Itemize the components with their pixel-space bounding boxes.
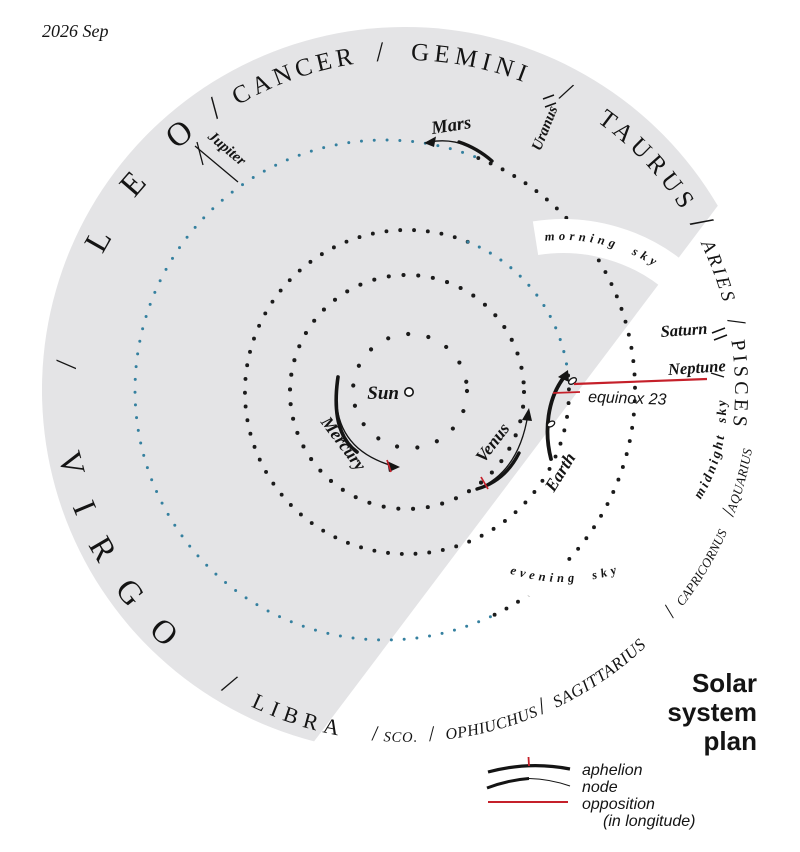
sun-group: Sun: [367, 383, 414, 404]
caption-line-1: Solar: [692, 668, 757, 698]
caption-line-2: system: [667, 697, 757, 727]
legend-aphelion-tick: [527, 756, 530, 767]
divider-pisces-aquarius: /: [0, 0, 4, 5]
date-label: 2026 Sep: [42, 21, 109, 41]
venus-aphelion-tick: [480, 476, 489, 490]
mercury-orbit-dots: [350, 331, 470, 451]
saturn-group: Saturn: [660, 319, 728, 341]
zodiac-aquarius: AQUARIUS: [723, 447, 755, 515]
equinox-label: equinox 23: [588, 389, 667, 409]
equinox-tick: [552, 391, 581, 394]
divider-virgo-leo: /: [50, 358, 84, 369]
zodiac-sagittarius: SAGITTARIUS: [550, 634, 650, 711]
jupiter-position-tick: [196, 141, 204, 166]
neptune-opposition-line: [573, 377, 708, 386]
legend-node-label: node: [582, 779, 618, 796]
zodiac-pisces: PISCES: [726, 338, 752, 431]
sun-symbol: [403, 386, 414, 397]
neptune-node-tick: [710, 372, 725, 378]
legend-node-arc-thin: [528, 777, 571, 787]
divider-ophiuchus-sco: /: [428, 721, 437, 746]
sun-label: Sun: [367, 383, 399, 404]
caption: Solar system plan: [667, 668, 757, 756]
mars-motion-arc-thick: [457, 140, 494, 163]
equinox-group: equinox 23: [552, 389, 667, 409]
earth-symbol-end: [546, 420, 556, 428]
zodiac-sco: SCO.: [383, 729, 418, 746]
legend-in-longitude-label: (in longitude): [603, 813, 696, 830]
mercury-motion-arc-thick: [334, 375, 359, 454]
earth-orbit-dots-black: [243, 228, 571, 556]
uranus-node-ticks: [542, 94, 557, 108]
day-sky-disk: [41, 26, 718, 742]
divider-cancer-gemini: /: [375, 37, 385, 69]
mars-arrowhead: [424, 136, 436, 147]
saturn-label: Saturn: [660, 319, 708, 341]
venus-arrowhead: [522, 408, 532, 421]
caption-line-3: plan: [704, 726, 757, 756]
legend: aphelion node opposition (in longitude): [486, 756, 696, 830]
earth-motion-arc: [545, 374, 567, 461]
divider-aries-pisces: /: [722, 315, 752, 329]
earth-label: Earth: [540, 449, 580, 496]
zodiac-ophiuchus: OPHIUCHUS: [444, 703, 540, 743]
divider-capricornus-sagittarius: /: [658, 600, 682, 621]
zodiac-aries: ARIES: [695, 235, 739, 306]
earth-arrowhead: [558, 370, 569, 382]
venus-motion-arc-thick: [475, 451, 521, 491]
legend-node-arc-thick: [486, 777, 530, 790]
legend-opposition-label: opposition: [582, 796, 655, 813]
saturn-node-ticks: [711, 327, 728, 341]
midnight-sky-label: midnight sky: [690, 397, 729, 501]
legend-aphelion-label: aphelion: [582, 762, 643, 779]
divider-sco-libra: /: [371, 720, 380, 746]
orbits: [133, 138, 637, 642]
zodiac-capricornus: CAPRICORNUS: [673, 526, 730, 608]
jupiter-underline: [194, 145, 239, 183]
legend-aphelion-arc: [487, 764, 571, 774]
mercury-aphelion-tick: [386, 459, 392, 473]
neptune-group: Neptune: [573, 356, 726, 386]
venus-orbit-dots: [287, 272, 527, 512]
